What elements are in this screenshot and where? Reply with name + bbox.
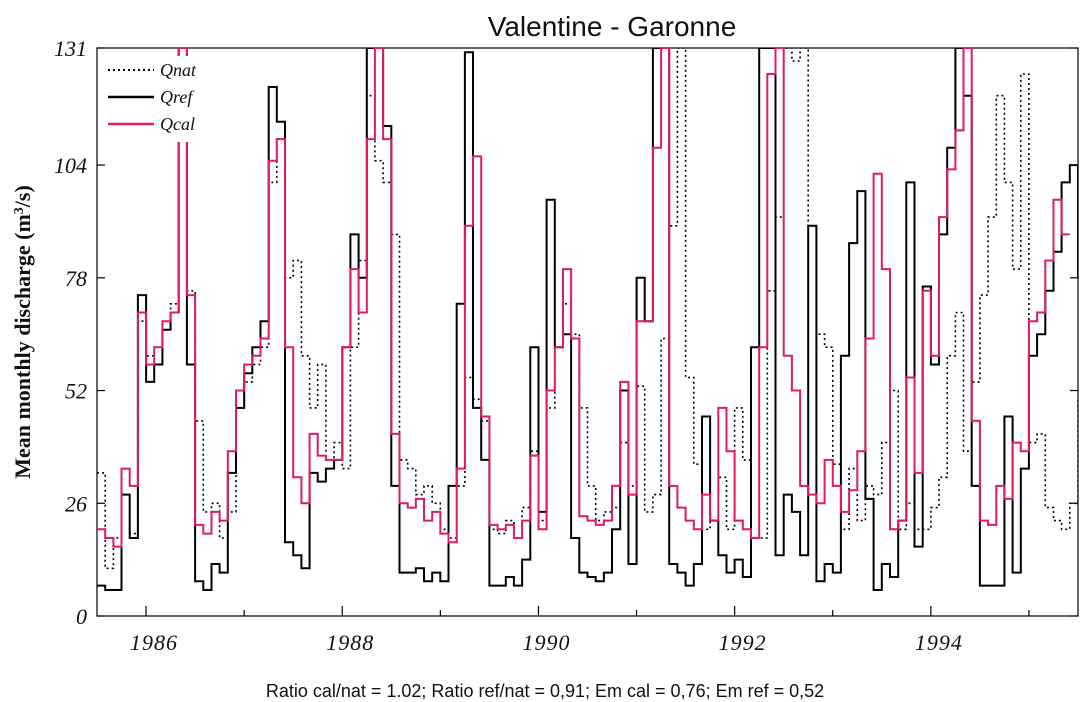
x-tick-marks xyxy=(145,606,1030,616)
y-tick-label: 104 xyxy=(54,153,87,178)
y-axis-label-superscript: 3 xyxy=(12,207,27,214)
y-tick-label: 131 xyxy=(54,36,87,61)
x-tick-label: 1986 xyxy=(130,630,178,655)
series-line-qnat xyxy=(97,48,1078,570)
plot-frame xyxy=(96,47,1079,617)
x-tick-labels: 1986 1988 1990 1992 1994 xyxy=(130,630,963,655)
legend-label-qcal: Qcal xyxy=(160,114,195,134)
legend-label-qnat: Qnat xyxy=(160,60,197,80)
legend: Qnat Qref Qcal xyxy=(103,56,231,142)
plot-area xyxy=(96,47,1079,617)
x-tick-label: 1990 xyxy=(522,630,570,655)
y-tick-label: 52 xyxy=(65,379,87,404)
legend-label-qref: Qref xyxy=(160,87,195,107)
y-tick-marks xyxy=(97,47,1078,617)
y-axis-label: Mean monthly discharge (m3/s) xyxy=(10,185,35,479)
series-line-qref xyxy=(97,48,1078,591)
x-tick-label: 1988 xyxy=(326,630,374,655)
y-tick-label: 0 xyxy=(76,604,87,629)
y-tick-label: 26 xyxy=(65,491,87,516)
y-tick-label: 78 xyxy=(65,266,87,291)
caption-text: Ratio cal/nat = 1.02; Ratio ref/nat = 0,… xyxy=(266,681,824,701)
y-tick-labels: 0 26 52 78 104 131 xyxy=(54,36,87,629)
y-axis-label-main: Mean monthly discharge (m xyxy=(10,214,35,479)
x-tick-label: 1994 xyxy=(915,630,963,655)
y-axis-label-tail: /s) xyxy=(10,185,35,208)
series-layer xyxy=(97,48,1078,591)
series-line-qcal xyxy=(97,48,1070,548)
x-tick-label: 1992 xyxy=(719,630,767,655)
chart-title: Valentine - Garonne xyxy=(488,11,737,42)
